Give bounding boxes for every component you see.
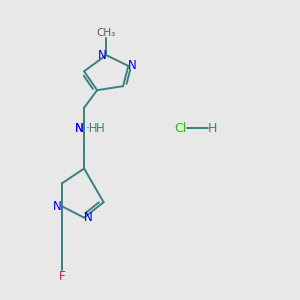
Text: N: N <box>53 200 62 213</box>
Text: Cl: Cl <box>175 122 187 134</box>
Text: N: N <box>84 211 93 224</box>
Text: CH₃: CH₃ <box>97 28 116 38</box>
Text: H: H <box>208 122 217 134</box>
Text: N: N <box>98 49 106 62</box>
Text: N: N <box>128 59 137 72</box>
Text: H: H <box>96 122 105 134</box>
Text: F: F <box>59 270 65 283</box>
Text: N: N <box>75 122 84 134</box>
Text: ·H: ·H <box>86 122 99 134</box>
Text: N: N <box>75 122 84 134</box>
